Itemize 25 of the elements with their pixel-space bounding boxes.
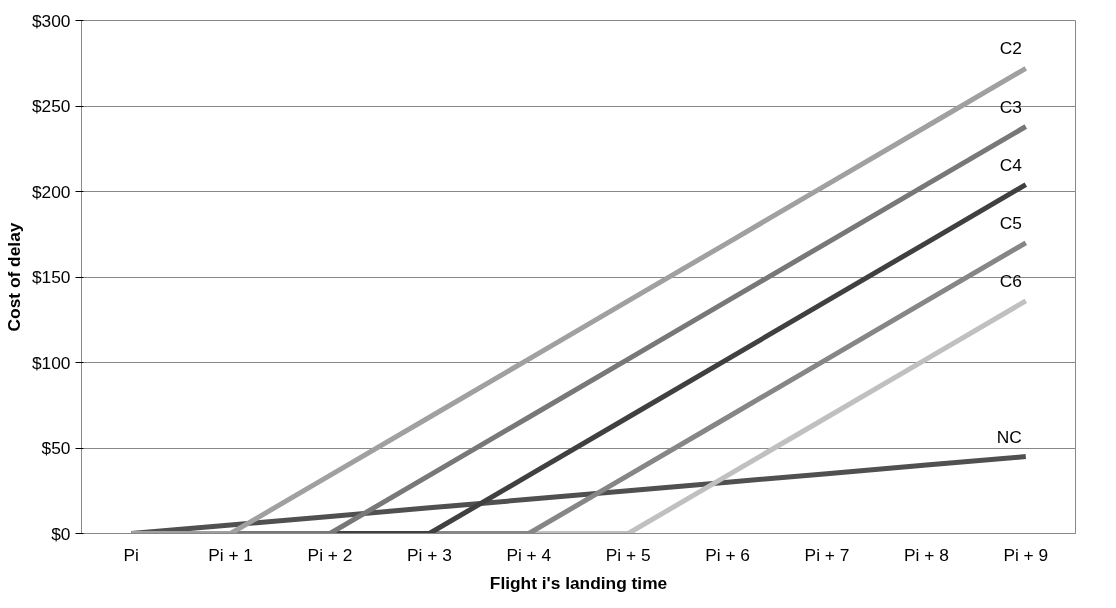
x-tick-label: Pi + 9 bbox=[1003, 544, 1049, 565]
x-tick-label: Pi + 7 bbox=[804, 544, 850, 565]
x-tick-label: Pi + 3 bbox=[407, 544, 452, 565]
x-axis-title: Flight i's landing time bbox=[489, 572, 668, 593]
x-tick-label: Pi + 4 bbox=[506, 544, 552, 565]
x-tick-label: Pi bbox=[123, 544, 139, 565]
x-tick-label: Pi + 6 bbox=[705, 544, 750, 565]
series-label: C4 bbox=[999, 154, 1023, 175]
series-label: C5 bbox=[999, 212, 1022, 233]
x-tick-label: Pi + 1 bbox=[208, 544, 253, 565]
x-tick-label: Pi + 8 bbox=[904, 544, 949, 565]
x-tick-label: Pi + 2 bbox=[307, 544, 353, 565]
y-tick-label: $300 bbox=[31, 10, 71, 31]
y-tick-label: $250 bbox=[31, 96, 71, 116]
series-label: C2 bbox=[999, 38, 1022, 59]
y-tick-label: $150 bbox=[31, 267, 71, 287]
y-tick-label: $50 bbox=[41, 438, 71, 458]
x-tick-label: Pi + 5 bbox=[605, 544, 651, 565]
y-tick-label: $100 bbox=[31, 352, 71, 373]
y-tick-label: $200 bbox=[31, 181, 71, 202]
series-label: NC bbox=[996, 426, 1022, 447]
series-label: C3 bbox=[999, 96, 1022, 117]
series-label: C6 bbox=[999, 270, 1022, 291]
y-axis-title: Cost of delay bbox=[3, 222, 24, 332]
y-tick-label: $0 bbox=[51, 523, 71, 544]
